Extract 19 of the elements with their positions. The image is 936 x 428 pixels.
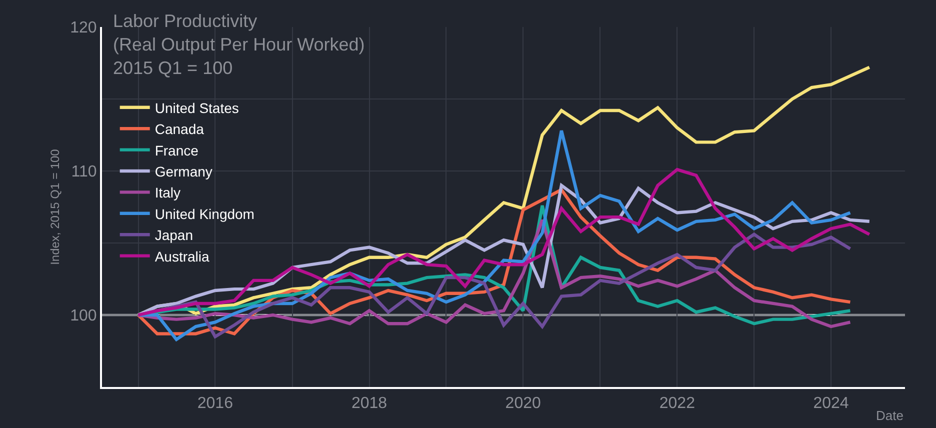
chart-title: Labor Productivity (Real Output Per Hour Worked) 2015 Q1 = 100 (113, 11, 365, 78)
y-tick-label: 110 (71, 164, 97, 181)
legend-label: United States (154, 100, 239, 116)
x-tick-label: 2024 (813, 395, 849, 412)
x-tick-label: 2016 (197, 395, 234, 412)
y-axis-title: Index, 2015 Q1 = 100 (48, 148, 62, 265)
y-tick-label: 100 (70, 308, 97, 325)
legend-label: United Kingdom (154, 206, 254, 222)
legend-label: Germany (154, 163, 212, 180)
x-axis-title: Date (876, 408, 904, 423)
legend-label: Japan (154, 227, 194, 244)
x-tick-label: 2022 (659, 395, 696, 412)
legend-label: France (154, 142, 199, 158)
y-tick-label: 120 (70, 20, 97, 37)
legend-label: Canada (154, 121, 204, 138)
x-tick-label: 2018 (351, 395, 388, 412)
legend-label: Australia (154, 248, 210, 264)
x-tick-label: 2020 (505, 395, 541, 412)
legend-label: Italy (154, 184, 181, 201)
